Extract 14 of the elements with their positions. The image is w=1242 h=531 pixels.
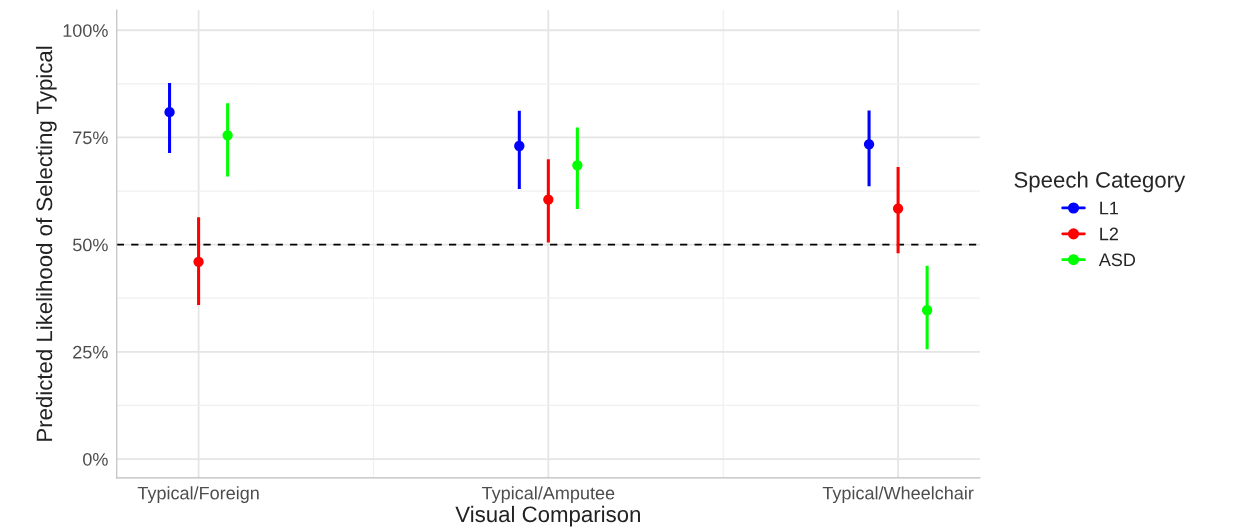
x-tick-label: Typical/Foreign (137, 486, 259, 504)
x-axis-title: Visual Comparison (455, 505, 640, 527)
x-tick-label: Typical/Wheelchair (822, 486, 974, 504)
y-tick-label: 75% (73, 131, 108, 145)
y-tick-label: 25% (73, 345, 108, 359)
legend-label: L1 (1100, 201, 1118, 215)
x-tick-label: Typical/Amputee (482, 486, 615, 504)
y-axis-title: Predicted Likelihood of Selecting Typical (35, 46, 57, 441)
legend-title: Speech Category (1014, 171, 1186, 193)
y-tick-label: 100% (63, 24, 108, 37)
y-tick-label: 50% (73, 238, 108, 252)
y-tick-label: 0% (83, 452, 108, 466)
legend-label: L2 (1100, 227, 1118, 241)
legend-label: ASD (1098, 253, 1136, 267)
